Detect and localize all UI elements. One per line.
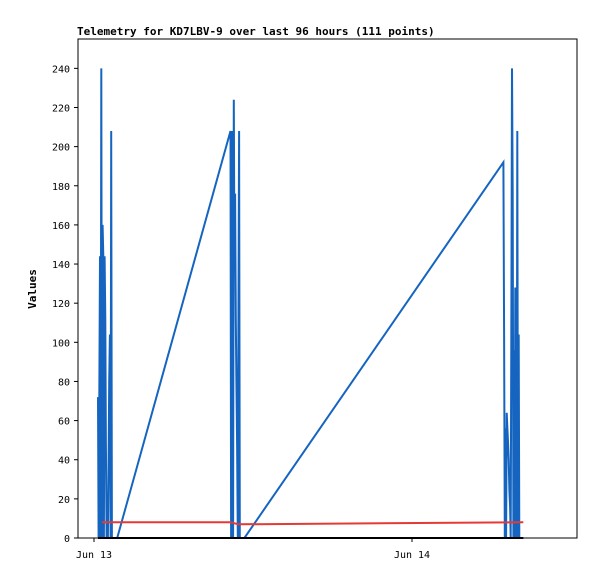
y-tick-label: 180: [52, 182, 70, 193]
y-tick-label: 160: [52, 221, 70, 232]
x-tick-label: Jun 14: [394, 550, 430, 561]
y-tick-label: 200: [52, 143, 70, 154]
y-tick-label: 60: [58, 417, 70, 428]
y-tick-label: 220: [52, 103, 70, 114]
y-tick-label: 100: [52, 338, 70, 349]
plot-frame: [77, 38, 578, 539]
y-tick-label: 80: [58, 377, 70, 388]
y-tick-label: 120: [52, 299, 70, 310]
y-tick-label: 20: [58, 495, 70, 506]
x-axis: Jun 13 Jun 14: [76, 538, 430, 561]
y-tick-label: 140: [52, 260, 70, 271]
y-tick-label: 0: [64, 534, 70, 545]
y-axis-label: Values: [26, 269, 39, 309]
y-tick-label: 40: [58, 456, 70, 467]
series-line-1: [102, 521, 524, 526]
y-tick-label: 240: [52, 64, 70, 75]
y-axis: 0 20 40 60 80 100 120 140 160 180 200 220 240: [52, 64, 78, 545]
chart-title: Telemetry for KD7LBV-9 over last 96 hour…: [77, 25, 435, 38]
series-group: [97, 68, 524, 539]
x-tick-label: Jun 13: [76, 550, 112, 561]
